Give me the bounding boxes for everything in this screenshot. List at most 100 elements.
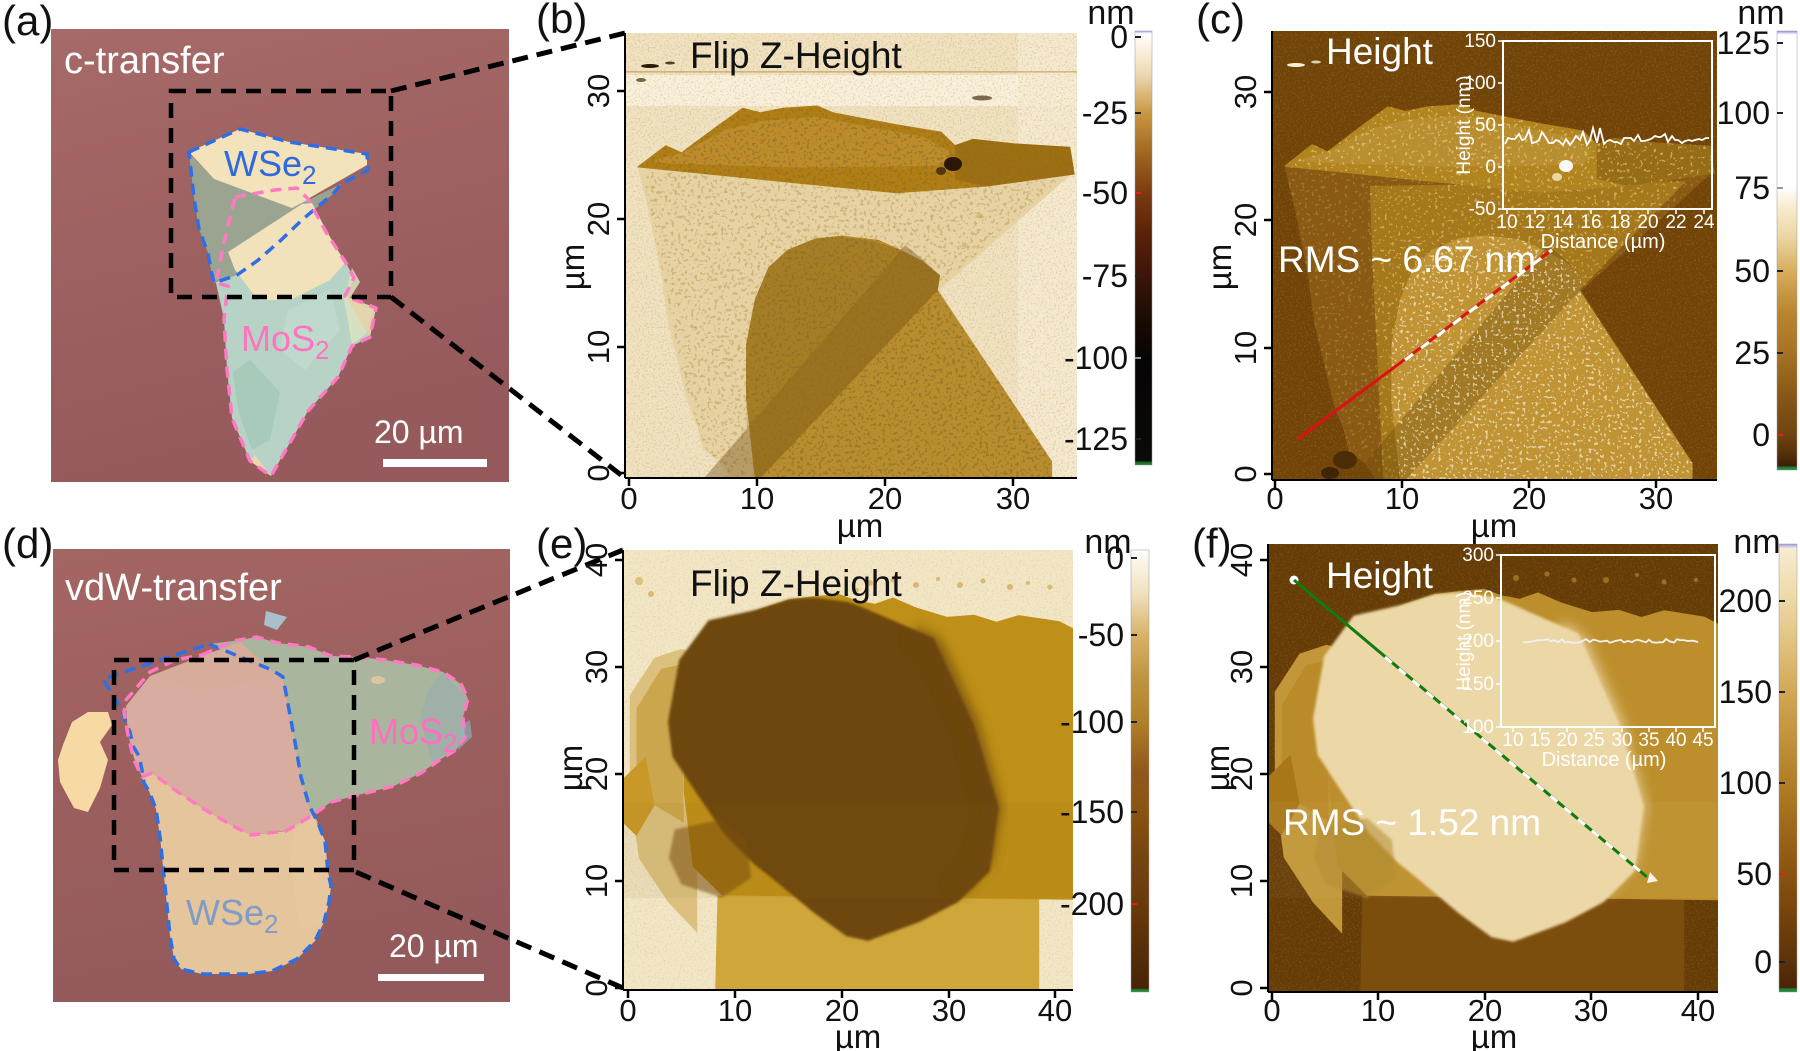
svg-text:-50: -50	[1082, 175, 1128, 211]
svg-text:12: 12	[1524, 212, 1545, 233]
svg-text:(d): (d)	[2, 520, 53, 567]
svg-text:µm: µm	[1199, 745, 1236, 792]
svg-text:35: 35	[1638, 730, 1659, 751]
svg-text:30: 30	[1224, 650, 1259, 684]
svg-text:Distance (µm): Distance (µm)	[1541, 231, 1666, 253]
svg-text:nm: nm	[1737, 0, 1784, 32]
svg-text:c-transfer: c-transfer	[64, 40, 225, 82]
svg-text:14: 14	[1552, 212, 1574, 233]
svg-text:0: 0	[620, 481, 637, 516]
svg-text:20: 20	[1468, 993, 1502, 1028]
svg-text:20: 20	[1224, 757, 1259, 791]
svg-text:100: 100	[1464, 73, 1496, 94]
svg-text:10: 10	[718, 993, 752, 1028]
svg-text:MoS2: MoS2	[241, 318, 330, 365]
svg-text:40: 40	[1224, 543, 1259, 577]
svg-text:µm: µm	[1471, 507, 1518, 544]
svg-text:200: 200	[1462, 631, 1494, 652]
svg-text:-50: -50	[1469, 199, 1496, 220]
svg-text:20: 20	[825, 993, 859, 1028]
svg-text:-100: -100	[1064, 340, 1128, 376]
svg-text:µm: µm	[554, 244, 591, 291]
svg-text:150: 150	[1462, 674, 1494, 695]
svg-text:Height (nm): Height (nm)	[1454, 591, 1475, 690]
svg-text:150: 150	[1719, 674, 1772, 710]
svg-text:40: 40	[1681, 993, 1715, 1028]
svg-text:100: 100	[1717, 95, 1770, 131]
svg-text:30: 30	[996, 481, 1030, 516]
svg-text:24: 24	[1693, 212, 1715, 233]
svg-text:50: 50	[1734, 253, 1770, 289]
svg-text:100: 100	[1462, 717, 1494, 738]
svg-text:20: 20	[1228, 203, 1263, 237]
svg-text:45: 45	[1692, 730, 1713, 751]
svg-text:40: 40	[1038, 993, 1072, 1028]
svg-text:25: 25	[1583, 730, 1604, 751]
svg-text:Flip Z-Height: Flip Z-Height	[690, 35, 902, 76]
svg-text:10: 10	[740, 481, 774, 516]
svg-text:0: 0	[1263, 993, 1280, 1028]
svg-text:10: 10	[1224, 864, 1259, 898]
svg-text:(f): (f)	[1192, 520, 1232, 567]
svg-text:30: 30	[1639, 481, 1673, 516]
svg-text:(e): (e)	[536, 520, 587, 567]
svg-text:20: 20	[868, 481, 902, 516]
svg-text:20 µm: 20 µm	[389, 928, 479, 964]
svg-text:22: 22	[1665, 212, 1686, 233]
svg-text:-150: -150	[1060, 794, 1124, 830]
svg-text:20: 20	[581, 202, 616, 236]
svg-text:10: 10	[1496, 212, 1517, 233]
svg-text:25: 25	[1734, 335, 1770, 371]
svg-text:µm: µm	[552, 745, 589, 792]
svg-text:250: 250	[1462, 588, 1494, 609]
svg-text:µm: µm	[1471, 1018, 1518, 1051]
svg-text:vdW-transfer: vdW-transfer	[65, 567, 282, 609]
svg-text:nm: nm	[1733, 523, 1780, 561]
svg-text:20: 20	[1556, 730, 1577, 751]
svg-text:30: 30	[1228, 75, 1263, 109]
svg-text:Flip Z-Height: Flip Z-Height	[690, 563, 902, 604]
svg-text:15: 15	[1529, 730, 1550, 751]
svg-text:30: 30	[579, 650, 614, 684]
svg-text:RMS ~ 1.52 nm: RMS ~ 1.52 nm	[1283, 802, 1541, 843]
svg-text:0: 0	[1110, 19, 1128, 55]
svg-text:20 µm: 20 µm	[374, 414, 464, 450]
svg-text:10: 10	[579, 864, 614, 898]
svg-text:Height: Height	[1326, 31, 1434, 72]
svg-text:300: 300	[1462, 545, 1494, 566]
svg-text:0: 0	[579, 979, 614, 996]
svg-text:WSe2: WSe2	[224, 143, 316, 190]
svg-text:µm: µm	[837, 507, 884, 544]
svg-text:Height (nm): Height (nm)	[1454, 75, 1475, 174]
svg-text:-200: -200	[1060, 886, 1124, 922]
svg-text:0: 0	[1485, 157, 1496, 178]
svg-text:50: 50	[1736, 856, 1772, 892]
svg-text:µm: µm	[1201, 244, 1238, 291]
svg-text:10: 10	[1228, 331, 1263, 365]
svg-text:30: 30	[932, 993, 966, 1028]
svg-text:30: 30	[581, 74, 616, 108]
svg-text:10: 10	[1361, 993, 1395, 1028]
svg-text:µm: µm	[835, 1018, 882, 1051]
svg-text:-25: -25	[1082, 95, 1128, 131]
svg-text:30: 30	[1574, 993, 1608, 1028]
svg-text:0: 0	[1266, 481, 1283, 516]
svg-text:40: 40	[1665, 730, 1686, 751]
svg-text:0: 0	[1754, 944, 1772, 980]
svg-text:-125: -125	[1064, 421, 1128, 457]
svg-text:125: 125	[1717, 25, 1770, 61]
svg-text:WSe2: WSe2	[186, 892, 278, 939]
svg-text:(a): (a)	[2, 0, 53, 44]
svg-text:75: 75	[1734, 170, 1770, 206]
svg-text:nm: nm	[1087, 0, 1134, 32]
svg-text:nm: nm	[1084, 523, 1131, 561]
svg-text:18: 18	[1609, 212, 1630, 233]
svg-text:100: 100	[1719, 765, 1772, 801]
svg-text:16: 16	[1580, 212, 1601, 233]
svg-text:-75: -75	[1082, 258, 1128, 294]
svg-text:0: 0	[1106, 540, 1124, 576]
svg-text:0: 0	[1228, 465, 1263, 482]
svg-text:150: 150	[1464, 31, 1496, 52]
svg-text:30: 30	[1611, 730, 1632, 751]
svg-text:10: 10	[581, 330, 616, 364]
